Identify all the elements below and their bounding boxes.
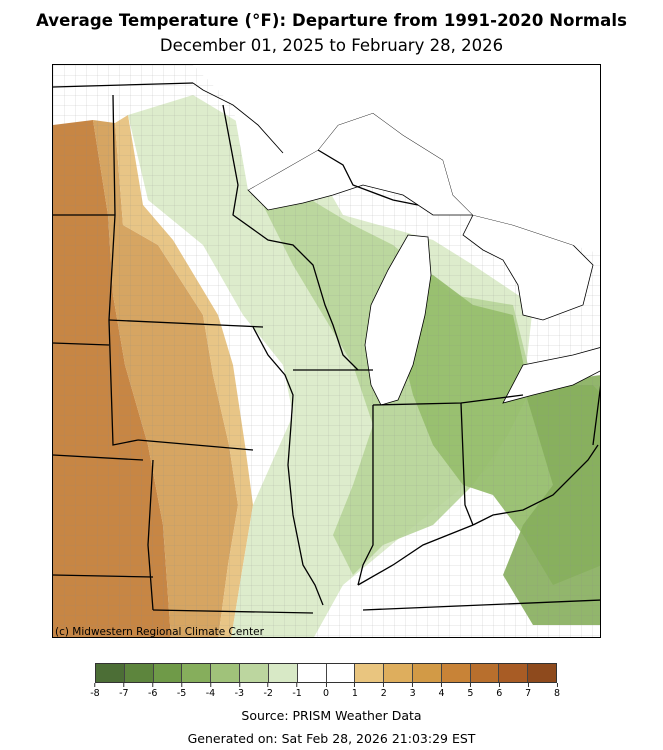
legend-swatch xyxy=(268,664,298,682)
temperature-map: (c) Midwestern Regional Climate Center xyxy=(52,64,601,638)
legend-swatch xyxy=(528,664,556,682)
legend-swatch xyxy=(153,664,183,682)
lake-huron xyxy=(462,214,594,321)
legend-tick-label: -4 xyxy=(206,683,215,699)
legend-tick-label: 6 xyxy=(496,683,502,699)
canada-land xyxy=(193,65,600,255)
legend-swatch xyxy=(384,664,413,682)
legend-tick-label: -3 xyxy=(235,683,244,699)
legend-swatch xyxy=(124,664,154,682)
legend-swatch xyxy=(355,664,385,682)
legend-tick-label: -2 xyxy=(264,683,273,699)
legend-tick-label: 4 xyxy=(438,683,444,699)
legend-tick-label: 0 xyxy=(323,683,329,699)
map-credit: (c) Midwestern Regional Climate Center xyxy=(55,626,265,638)
legend-swatch xyxy=(96,664,125,682)
legend-ticks: -8 -7 -6 -5 -4 -3 -2 -1 0 1 2 3 4 5 6 7 8 xyxy=(90,683,560,701)
map-subtitle: December 01, 2025 to February 28, 2026 xyxy=(159,36,504,55)
legend-tick-label: -1 xyxy=(292,683,301,699)
legend-swatch xyxy=(240,664,269,682)
legend-tick-label: 7 xyxy=(525,683,531,699)
legend-swatch xyxy=(211,664,241,682)
legend-tick-label: 8 xyxy=(554,683,560,699)
legend-tick-label: 1 xyxy=(352,683,358,699)
generated-timestamp: Generated on: Sat Feb 28, 2026 21:03:29 … xyxy=(187,731,476,746)
legend-swatch xyxy=(297,664,327,682)
source-label: Source: PRISM Weather Data xyxy=(241,708,422,723)
legend-tick-label: -5 xyxy=(177,683,186,699)
legend-tick-label: -6 xyxy=(148,683,157,699)
lake-michigan xyxy=(364,234,432,406)
legend-tick-label: -7 xyxy=(119,683,128,699)
legend-tick-label: 3 xyxy=(410,683,416,699)
legend-swatch xyxy=(326,664,356,682)
legend-colorbar xyxy=(95,663,557,683)
legend-tick-label: 2 xyxy=(381,683,387,699)
legend-swatch xyxy=(470,664,500,682)
map-graphic: (c) Midwestern Regional Climate Center xyxy=(53,65,600,638)
canada-border xyxy=(192,82,284,154)
legend-swatch xyxy=(441,664,471,682)
legend-tick-label: -8 xyxy=(90,683,99,699)
state-borders xyxy=(53,82,600,614)
legend-swatch xyxy=(412,664,442,682)
lake-erie xyxy=(502,347,600,404)
legend-swatch xyxy=(499,664,529,682)
legend-swatch xyxy=(182,664,212,682)
map-title: Average Temperature (°F): Departure from… xyxy=(35,11,628,30)
legend-tick-label: 5 xyxy=(467,683,473,699)
